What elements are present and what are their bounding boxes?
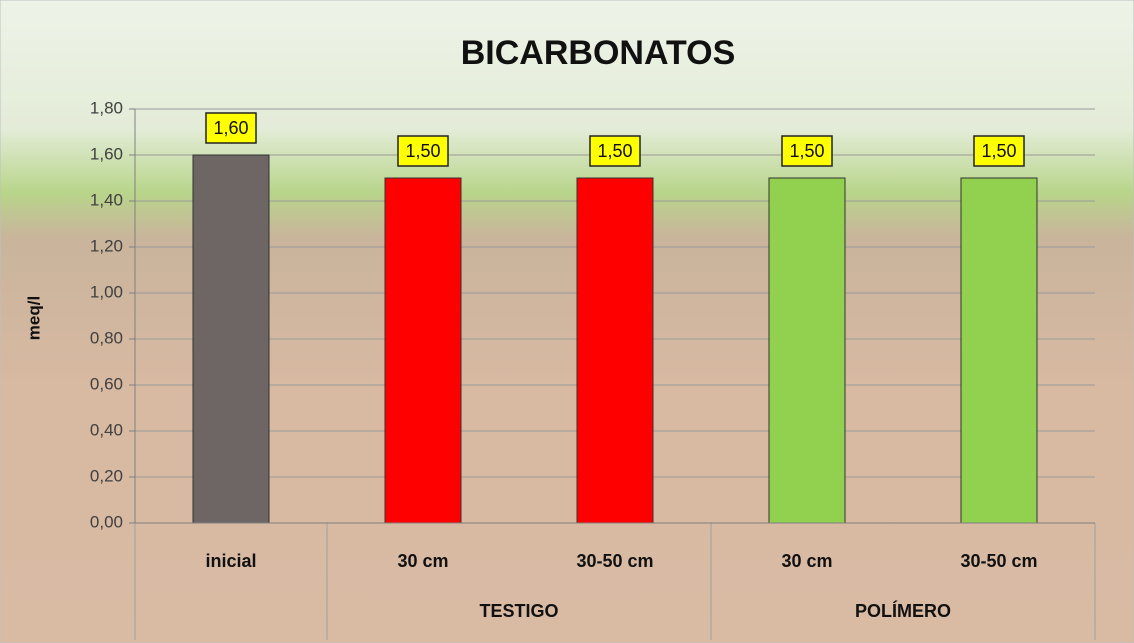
data-label: 1,50 — [597, 141, 632, 161]
y-axis-label: meq/l — [24, 296, 43, 340]
x-tick-label: 30 cm — [781, 551, 832, 571]
x-tick-label: 30-50 cm — [960, 551, 1037, 571]
y-tick-label: 1,00 — [90, 282, 123, 301]
y-tick-label: 0,00 — [90, 512, 123, 531]
y-tick-label: 1,60 — [90, 144, 123, 163]
group-label: TESTIGO — [479, 601, 558, 621]
x-tick-label: inicial — [205, 551, 256, 571]
y-tick-label: 0,40 — [90, 420, 123, 439]
bar — [576, 177, 654, 524]
chart-title: BICARBONATOS — [461, 34, 736, 72]
data-label: 1,50 — [405, 141, 440, 161]
y-tick-label: 0,60 — [90, 374, 123, 393]
bar — [192, 154, 270, 524]
y-tick-label: 1,80 — [90, 98, 123, 117]
group-label: POLÍMERO — [855, 600, 951, 621]
x-tick-label: 30-50 cm — [576, 551, 653, 571]
data-label-box — [397, 135, 449, 167]
data-label: 1,50 — [789, 141, 824, 161]
data-label-box — [589, 135, 641, 167]
bar — [384, 177, 462, 524]
data-label-box — [781, 135, 833, 167]
bar — [960, 177, 1038, 524]
y-tick-label: 0,80 — [90, 328, 123, 347]
y-tick-label: 1,20 — [90, 236, 123, 255]
y-tick-label: 0,20 — [90, 466, 123, 485]
y-tick-label: 1,40 — [90, 190, 123, 209]
data-label-box — [205, 112, 257, 144]
bar — [768, 177, 846, 524]
data-label: 1,60 — [213, 118, 248, 138]
data-label: 1,50 — [981, 141, 1016, 161]
data-label-box — [973, 135, 1025, 167]
x-tick-label: 30 cm — [397, 551, 448, 571]
